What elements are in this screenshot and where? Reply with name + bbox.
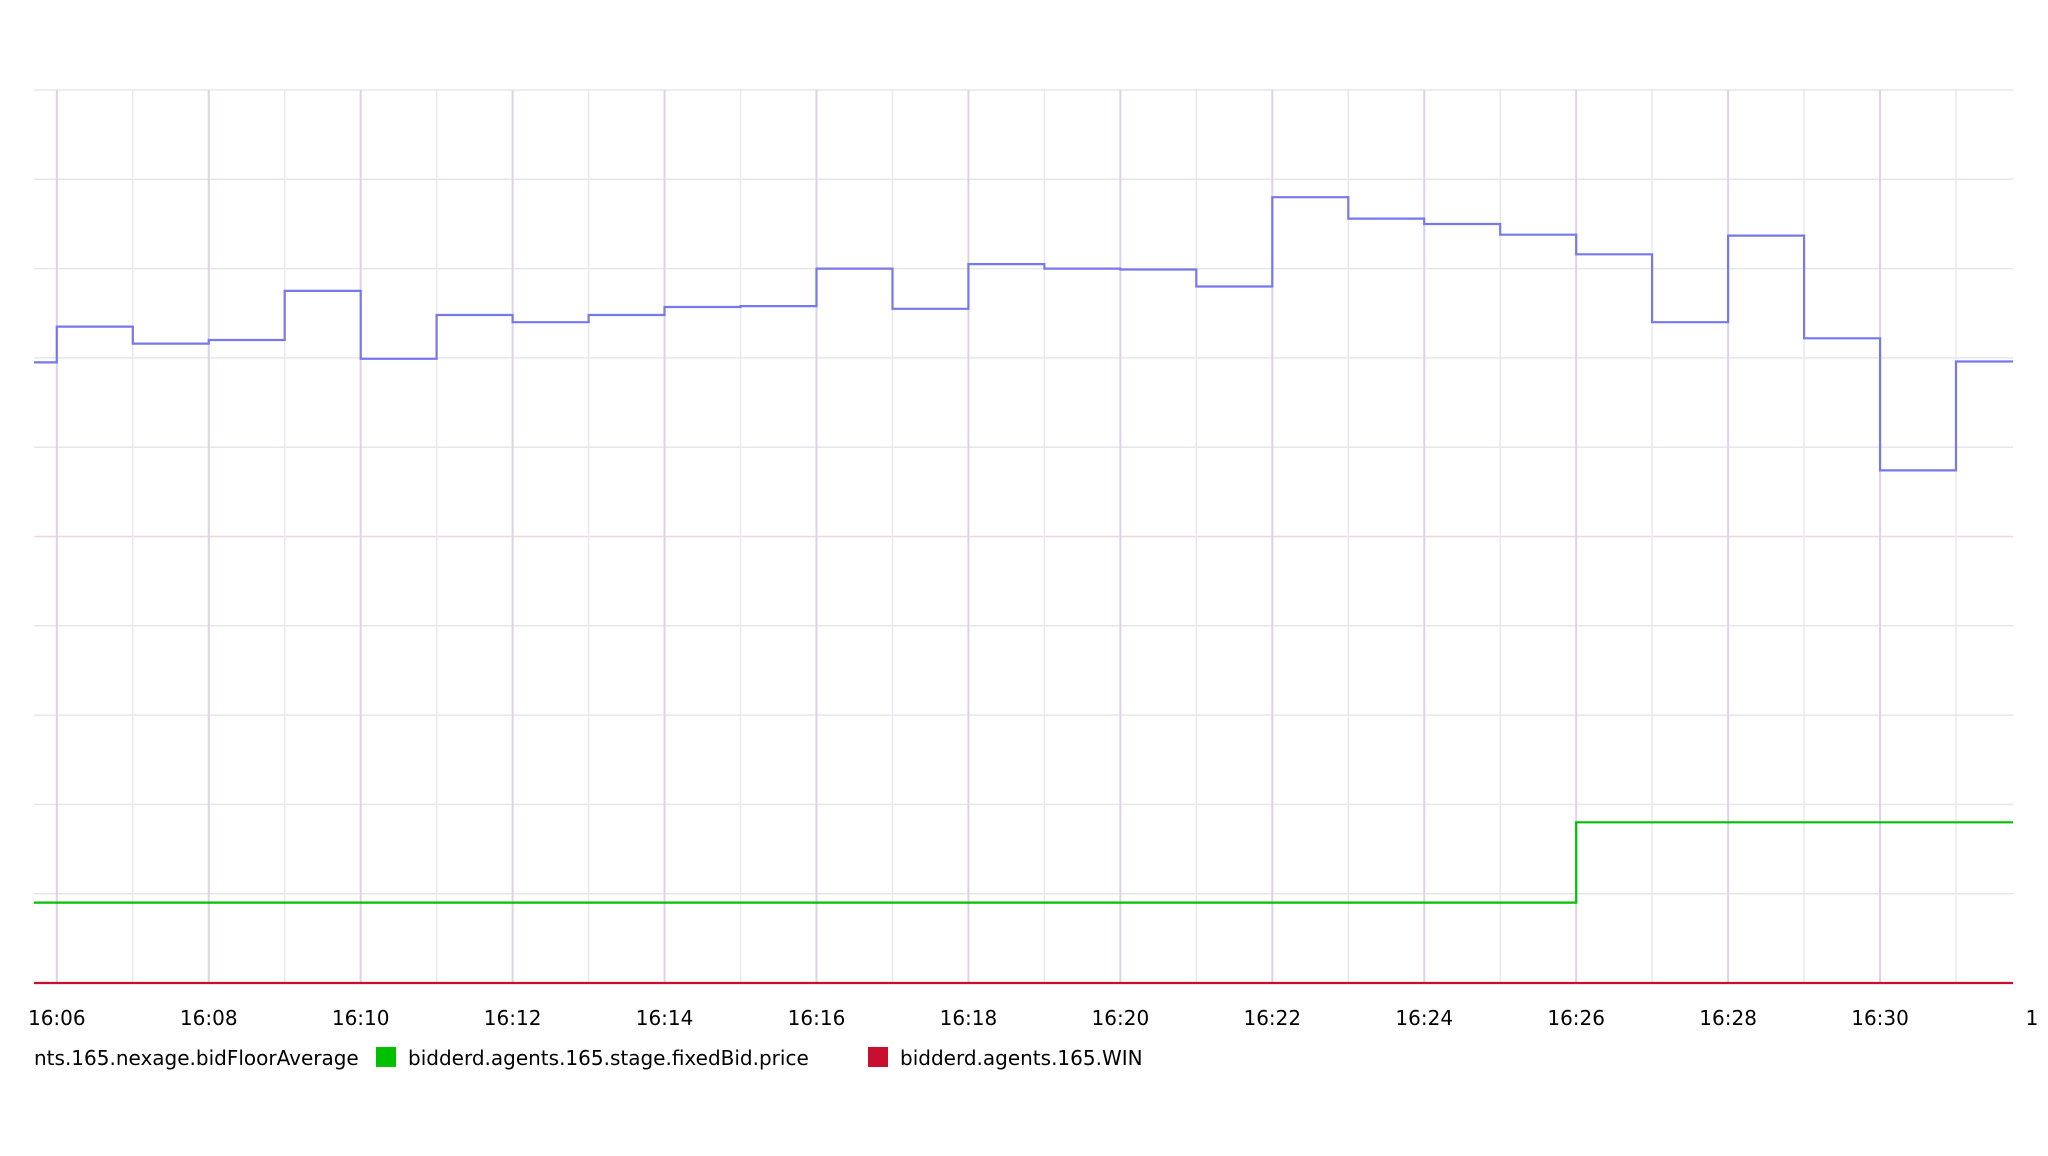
x-tick-label: 16:22 (1243, 1006, 1301, 1030)
x-tick-label: 16:28 (1699, 1006, 1757, 1030)
legend-label: bidderd.agents.165.stage.fixedBid.price (408, 1046, 809, 1070)
legend-label: bidderd.agents.165.WIN (900, 1046, 1143, 1070)
x-tick-label: 16:08 (180, 1006, 238, 1030)
x-tick-label: 16:14 (636, 1006, 694, 1030)
x-tick-label: 1 (2026, 1006, 2039, 1030)
x-tick-label: 16:24 (1395, 1006, 1453, 1030)
legend-swatch (376, 1047, 396, 1067)
x-tick-label: 16:06 (28, 1006, 86, 1030)
x-tick-label: 16:10 (332, 1006, 390, 1030)
series-line-2 (34, 821, 2013, 904)
legend-swatch (868, 1047, 888, 1067)
x-tick-label: 16:20 (1092, 1006, 1150, 1030)
x-tick-label: 16:30 (1851, 1006, 1909, 1030)
x-axis-tick-labels: 16:06 16:08 16:10 16:12 16:14 16:16 16:18 16:20… (28, 1006, 2038, 1030)
x-tick-label: 16:26 (1547, 1006, 1605, 1030)
x-tick-label: 16:18 (940, 1006, 998, 1030)
legend-label: nts.165.nexage.bidFloorAverage (34, 1046, 359, 1070)
grid (34, 89, 2013, 984)
legend: nts.165.nexage.bidFloorAverage bidderd.ag… (34, 1046, 1143, 1070)
x-tick-label: 16:16 (788, 1006, 846, 1030)
x-tick-label: 16:12 (484, 1006, 542, 1030)
series-lines (34, 196, 2013, 985)
series-line-1 (34, 196, 2013, 472)
